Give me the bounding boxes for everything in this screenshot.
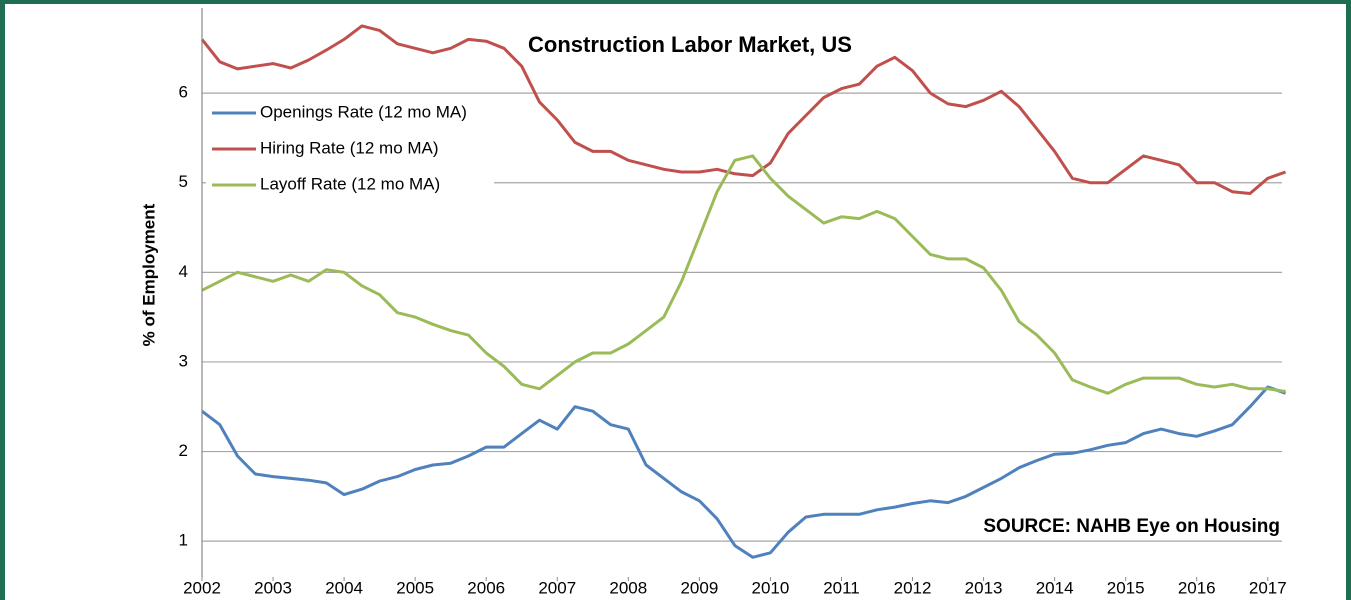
series-line <box>200 24 1287 195</box>
x-tick-label: 2006 <box>467 578 505 597</box>
y-tick-label: 1 <box>179 531 188 550</box>
x-tick-label: 2017 <box>1249 578 1287 597</box>
x-tick-label: 2015 <box>1107 578 1145 597</box>
annotation: SOURCE: NAHB Eye on Housing <box>983 516 1280 537</box>
legend-label: Openings Rate (12 mo MA) <box>260 102 467 121</box>
x-tick-label: 2016 <box>1178 578 1216 597</box>
y-axis-label: % of Employment <box>139 203 158 346</box>
frame <box>0 0 1351 4</box>
series-line <box>201 385 1287 559</box>
x-tick-label: 2008 <box>609 578 647 597</box>
y-tick-label: 5 <box>179 172 188 191</box>
x-tick-label: 2003 <box>254 578 292 597</box>
y-tick-label: 4 <box>179 262 188 281</box>
chart-title: Construction Labor Market, US <box>528 32 852 57</box>
x-tick-label: 2011 <box>823 578 860 597</box>
legend-label: Hiring Rate (12 mo MA) <box>260 138 439 157</box>
legend: Openings Rate (12 mo MA) Hiring Rate (12 … <box>212 102 467 193</box>
x-tick-label: 2007 <box>538 578 576 597</box>
y-tick-label: 2 <box>179 441 188 460</box>
series-line <box>201 154 1286 395</box>
x-tick-label: 2005 <box>396 578 434 597</box>
x-tick-label: 2002 <box>183 578 221 597</box>
x-tick-label: 2004 <box>325 578 363 597</box>
x-tick-label: 2012 <box>894 578 932 597</box>
frame <box>0 0 5 600</box>
lines <box>200 24 1287 559</box>
y-tick-label: 3 <box>179 351 188 370</box>
x-tick-label: 2014 <box>1036 578 1074 597</box>
x-tick-label: 2010 <box>752 578 790 597</box>
x-tick-label: 2013 <box>965 578 1003 597</box>
y-tick-label: 6 <box>179 83 188 102</box>
x-tick-label: 2009 <box>680 578 718 597</box>
frame <box>1346 0 1351 600</box>
legend-label: Layoff Rate (12 mo MA) <box>260 174 440 193</box>
